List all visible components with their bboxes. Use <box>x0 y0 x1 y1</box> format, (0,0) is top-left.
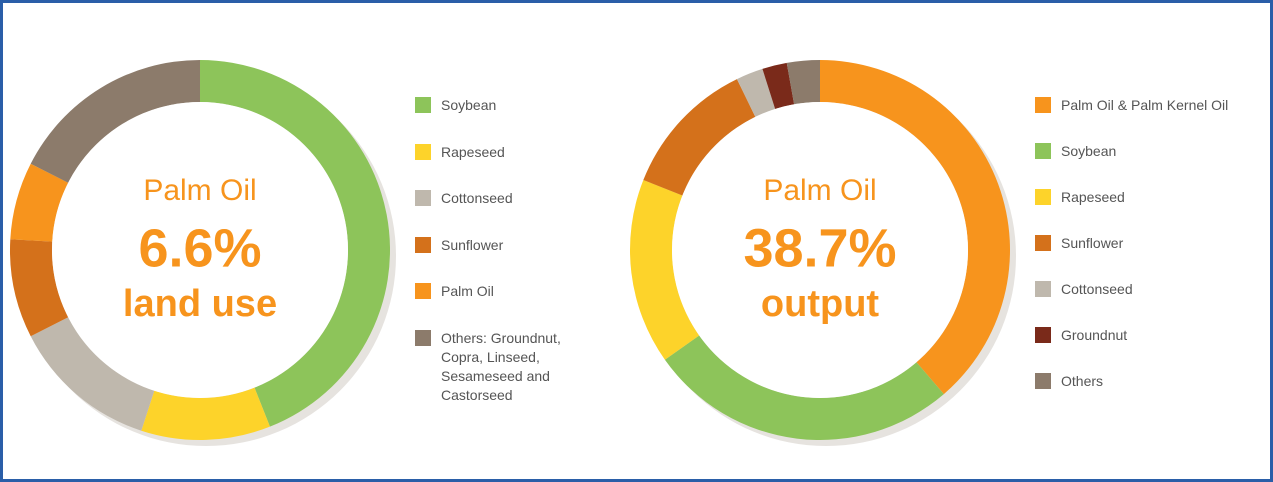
legend-label: Sunflower <box>1061 235 1124 251</box>
legend-item: Groundnut <box>1035 327 1265 345</box>
legend-label: Soybean <box>441 97 497 113</box>
donut-hole <box>52 102 348 398</box>
legend-item: Palm Oil <box>415 283 585 301</box>
legend-label: Rapeseed <box>1061 189 1125 205</box>
legend-swatch <box>415 283 431 299</box>
legend-swatch <box>1035 235 1051 251</box>
legend-label: Others: Groundnut, Copra, Linseed, Sesam… <box>441 329 561 403</box>
legend-swatch <box>415 97 431 113</box>
donut-segment <box>820 60 1010 395</box>
legend-swatch <box>1035 373 1051 389</box>
legend-label: Cottonseed <box>1061 281 1133 297</box>
legend-item: Rapeseed <box>415 143 585 162</box>
center-text: land use <box>123 283 277 325</box>
center-text: Palm Oil <box>763 174 876 207</box>
legend-label: Soybean <box>1061 143 1117 159</box>
legend-item: Cottonseed <box>1035 281 1265 299</box>
donut-segment <box>141 387 270 441</box>
charts: Palm Oil 6.6% land use Palm Oil 38.7% output <box>9 59 1016 446</box>
donut-segment <box>9 239 69 337</box>
legend-item: Palm Oil & Palm Kernel Oil <box>1035 97 1265 115</box>
legend-label: Sunflower <box>441 236 504 253</box>
donut-segment <box>664 335 944 441</box>
center-text: 6.6% <box>138 218 261 278</box>
legend-item: Cottonseed <box>415 190 585 208</box>
legend-item: Others <box>1035 373 1265 391</box>
donut-segment <box>30 59 201 183</box>
donut-segment <box>643 79 756 196</box>
legend-swatch <box>1035 327 1051 343</box>
legend-swatch <box>1035 97 1051 113</box>
legend-label: Rapeseed <box>441 143 505 160</box>
donut-segment <box>10 163 69 242</box>
legend-item: Soybean <box>1035 143 1265 161</box>
legend-item: Others: Groundnut, Copra, Linseed, Sesam… <box>415 329 585 405</box>
legend-label: Groundnut <box>1061 327 1128 343</box>
donut-segment <box>762 62 795 109</box>
legend-item: Sunflower <box>1035 235 1265 253</box>
legend-item: Sunflower <box>415 236 585 255</box>
legend-swatch <box>415 329 431 346</box>
legend-item: Rapeseed <box>1035 189 1265 207</box>
center-text: output <box>761 283 880 325</box>
legend-label: Palm Oil & Palm Kernel Oil <box>1061 97 1229 113</box>
legend-label: Palm Oil <box>441 283 494 299</box>
legend-label: Cottonseed <box>441 190 513 206</box>
legend-item: Soybean <box>415 97 585 115</box>
donut-segment <box>736 68 776 117</box>
donut-segment <box>200 60 391 427</box>
legend-swatch <box>415 190 431 206</box>
center-text: 38.7% <box>743 218 896 278</box>
donut-segment <box>30 317 155 431</box>
donut-segment <box>786 60 820 105</box>
center-text: Palm Oil <box>143 174 256 207</box>
legend-swatch <box>1035 143 1051 159</box>
legend-label: Others <box>1061 373 1104 389</box>
donut-hole <box>672 102 968 398</box>
legend-swatch <box>415 143 431 160</box>
legend-swatch <box>1035 189 1051 205</box>
legend-swatch <box>1035 281 1051 297</box>
donut-segment <box>630 180 700 360</box>
legend-swatch <box>415 236 431 253</box>
